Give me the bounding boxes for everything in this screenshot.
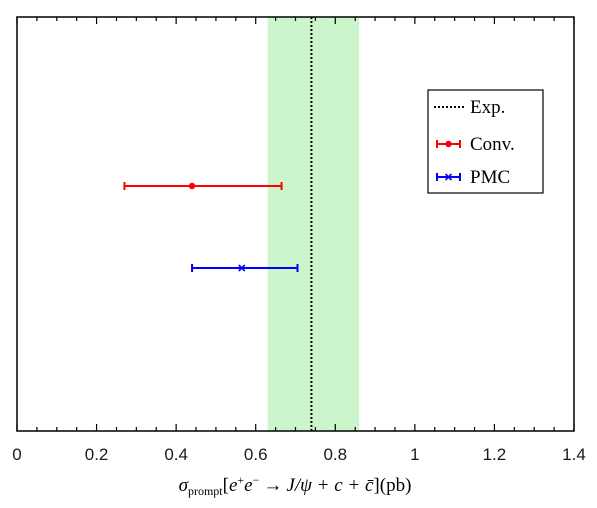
- x-tick-label: 0.4: [164, 445, 188, 464]
- x-ticks: [16, 17, 575, 431]
- xlabel-e2: e: [244, 475, 252, 496]
- xlabel-sup2: −: [253, 473, 260, 487]
- x-tick-label: 0.8: [323, 445, 347, 464]
- x-tick-label: 1: [410, 445, 419, 464]
- legend-item-pmc: PMC: [436, 167, 510, 188]
- xlabel-e1: e: [229, 475, 237, 496]
- data-point: [238, 264, 246, 272]
- series-conv: [123, 182, 283, 190]
- xlabel-close: ](pb): [373, 475, 411, 496]
- legend-exp-label: Exp.: [470, 97, 505, 118]
- legend-item-exp: Exp.: [434, 97, 505, 118]
- series-pmc: [191, 264, 299, 272]
- xlabel-rest: J/ψ + c + c̄: [286, 475, 374, 496]
- data-point: [188, 182, 196, 190]
- legend-pmc-marker: [444, 173, 453, 181]
- experiment-band: [267, 17, 360, 431]
- x-tick-label: 0.6: [244, 445, 268, 464]
- xlabel-open: [: [223, 475, 229, 496]
- xlabel-sup1: +: [237, 473, 244, 487]
- xlabel-sub: prompt: [188, 484, 223, 498]
- x-tick-label: 1.4: [562, 445, 586, 464]
- experiment-band-layer: [267, 17, 360, 431]
- x-axis-label: σprompt[e+e− → J/ψ + c + c̄](pb): [179, 473, 412, 498]
- x-tick-label: 0: [12, 445, 21, 464]
- legend-conv-marker: [445, 140, 452, 148]
- legend-pmc-label: PMC: [470, 167, 510, 188]
- x-tick-labels: 0 0.2 0.4 0.6 0.8 1 1.2 1.4: [12, 445, 586, 464]
- legend-item-conv: Conv.: [436, 134, 515, 155]
- x-tick-label: 0.2: [85, 445, 109, 464]
- x-tick-label: 1.2: [483, 445, 507, 464]
- xlabel-arrow: →: [263, 475, 282, 496]
- legend-conv-label: Conv.: [470, 134, 515, 155]
- legend: Exp. Conv. PMC: [427, 89, 544, 194]
- series-layer: [123, 182, 299, 272]
- xlabel-sigma: σ: [179, 475, 189, 496]
